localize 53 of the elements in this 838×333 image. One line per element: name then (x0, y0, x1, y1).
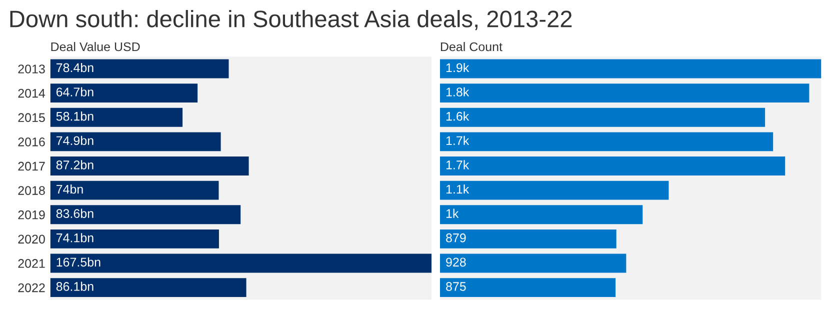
y-tick-label: 2018 (18, 186, 45, 195)
bar (440, 278, 616, 298)
data-label: 1.8k (446, 87, 470, 96)
data-label: 1.6k (446, 112, 470, 121)
data-label: 86.1bn (56, 282, 94, 291)
data-label: 74.1bn (56, 233, 94, 242)
bar (440, 84, 810, 103)
bar (440, 156, 786, 176)
data-label: 78.4bn (56, 62, 94, 72)
bar (50, 278, 246, 298)
bar (440, 132, 774, 152)
bar (50, 84, 198, 103)
y-tick-label: 2022 (18, 283, 45, 292)
y-tick-label: 2013 (18, 64, 45, 74)
bar (50, 108, 183, 127)
y-tick-label: 2014 (18, 88, 46, 98)
y-tick-label: 2016 (18, 137, 45, 146)
data-label: 167.5bn (56, 257, 100, 267)
data-label: 928 (446, 258, 466, 267)
data-label: 879 (446, 233, 466, 242)
x-axis-title: Deal Count (440, 42, 502, 52)
bar (50, 229, 219, 248)
bar (440, 205, 643, 224)
data-label: 1k (446, 208, 459, 218)
data-label: 875 (446, 282, 466, 291)
y-tick-label: 2017 (18, 162, 45, 171)
bar (440, 108, 766, 127)
data-label: 83.6bn (56, 208, 94, 218)
data-label: 74bn (56, 184, 83, 194)
y-tick-label: 2021 (18, 259, 45, 268)
bar (440, 254, 626, 273)
bar (50, 59, 229, 78)
x-axis-title: Deal Value USD (51, 42, 140, 52)
data-label: 1.1k (446, 184, 470, 194)
data-label: 1.7k (446, 136, 470, 145)
data-label: 1.7k (446, 160, 470, 170)
y-tick-label: 2019 (18, 210, 45, 220)
bar (50, 205, 241, 224)
bar (50, 156, 249, 176)
bar (50, 132, 221, 152)
data-label: 58.1bn (56, 112, 94, 121)
data-label: 87.2bn (56, 160, 94, 170)
bar (440, 229, 616, 248)
data-label: 64.7bn (56, 87, 94, 96)
bar (50, 254, 432, 273)
data-label: 74.9bn (56, 136, 94, 146)
y-tick-label: 2020 (18, 234, 45, 244)
chart-title: Down south: decline in Southeast Asia deals, 2013-22 (10, 10, 572, 30)
bar (440, 59, 822, 78)
bar (50, 180, 219, 200)
data-label: 1.9k (446, 62, 470, 72)
bar (440, 180, 669, 200)
y-tick-label: 2015 (18, 113, 45, 122)
